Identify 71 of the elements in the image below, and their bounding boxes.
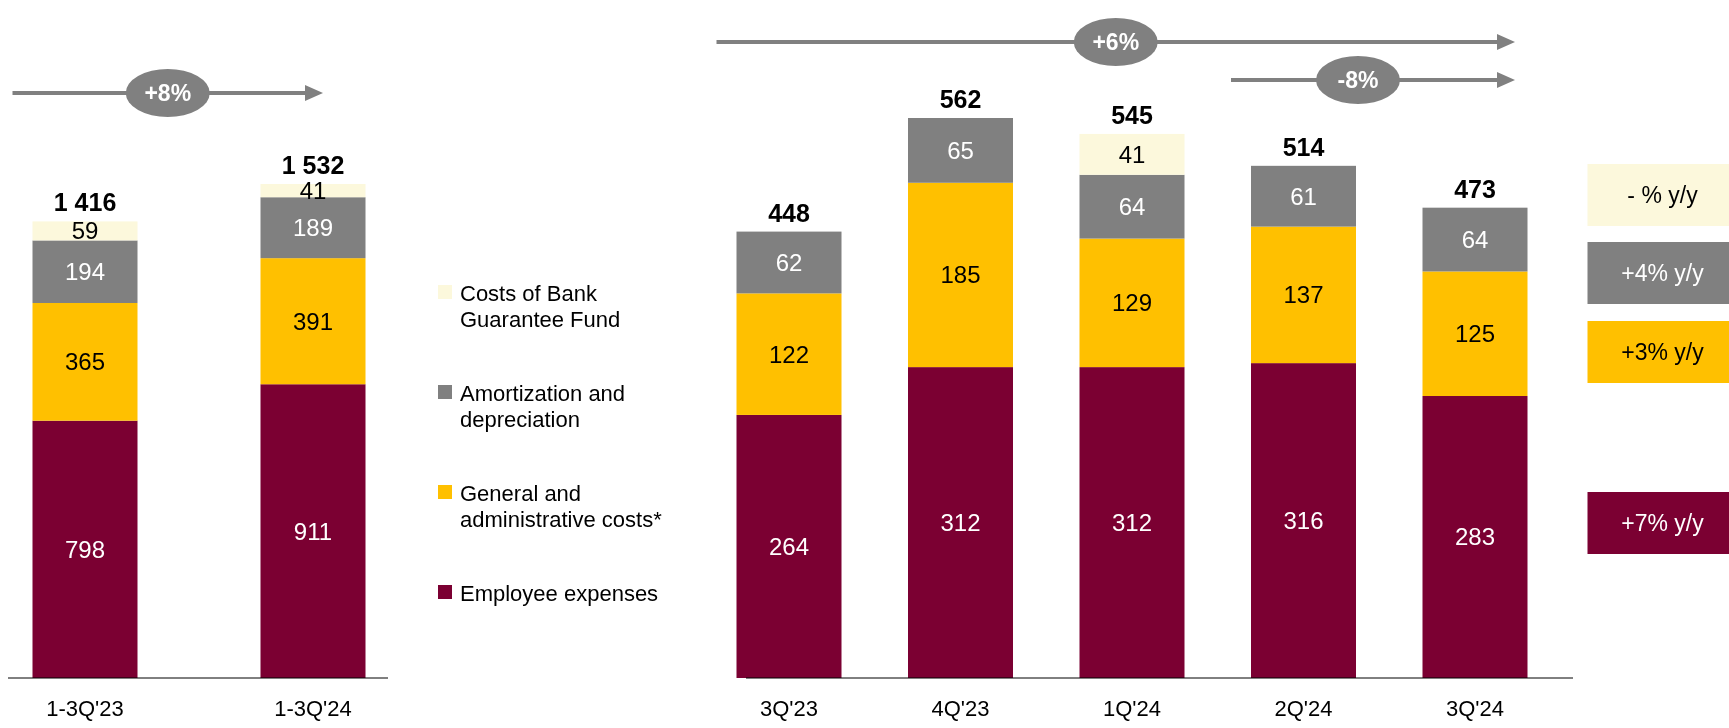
bar [1251, 363, 1356, 678]
data-label: 125 [1454, 320, 1496, 348]
bar [1422, 396, 1528, 678]
total-label: 562 [939, 85, 982, 113]
data-label: 61 [1290, 182, 1317, 210]
bar [1079, 367, 1185, 678]
x-tick-label: 3Q'23 [759, 696, 819, 721]
data-label: 62 [775, 248, 803, 276]
x-tick-label: 4Q'23 [931, 696, 990, 721]
bar [32, 420, 138, 678]
bar [1079, 238, 1185, 368]
text: +4% y/y [1621, 260, 1705, 287]
data-label: 283 [1454, 523, 1496, 551]
text: +3% y/y [1621, 339, 1705, 366]
data-label: 391 [292, 307, 334, 335]
bar [736, 293, 842, 415]
legend-label: General and administrative costs* [460, 480, 663, 533]
data-label: 312 [1111, 508, 1153, 536]
bar [908, 367, 1013, 678]
data-label: 185 [940, 261, 981, 289]
data-label: 798 [64, 535, 106, 563]
data-label: 64 [1118, 193, 1146, 221]
bar [908, 118, 1013, 183]
bar [1079, 174, 1185, 239]
data-label: 312 [940, 508, 981, 536]
data-label: 316 [1283, 506, 1324, 534]
text: +6% [1092, 29, 1140, 56]
total-label: 473 [1454, 174, 1496, 203]
x-tick-label: 1-3Q'23 [46, 696, 124, 721]
legend-label: Employee expenses [460, 580, 659, 606]
total-label: 448 [768, 198, 810, 227]
text: -8% [1337, 67, 1379, 94]
x-tick-label: 1-3Q'24 [274, 696, 352, 721]
bar [1251, 226, 1356, 364]
total-label: 545 [1111, 100, 1153, 129]
data-label: 65 [947, 136, 974, 164]
bar [1079, 133, 1185, 175]
bar [736, 414, 842, 678]
bar [260, 258, 366, 385]
data-label: 194 [64, 258, 106, 286]
data-label: 189 [292, 214, 334, 242]
bar [260, 384, 366, 678]
legend-label: Costs of Bank Guarantee Fund [460, 280, 621, 333]
data-label: 59 [71, 217, 99, 245]
legend-label: Amortization and depreciation [460, 380, 626, 433]
bar [1422, 271, 1528, 397]
text: +7% y/y [1621, 510, 1705, 537]
bar [260, 197, 366, 259]
data-label: 41 [299, 177, 327, 205]
data-label: 365 [64, 348, 106, 376]
total-label: 514 [1282, 132, 1325, 161]
data-label: 64 [1461, 225, 1489, 253]
data-label: 264 [768, 532, 810, 560]
text: - % y/y [1627, 182, 1699, 209]
x-tick-label: 3Q'24 [1445, 696, 1505, 721]
x-tick-label: 1Q'24 [1102, 696, 1162, 721]
bar [32, 240, 138, 303]
bar [1251, 165, 1356, 227]
data-label: 911 [293, 517, 333, 545]
text: +8% [144, 80, 192, 107]
total-label: 1 416 [53, 188, 117, 217]
data-label: 137 [1283, 281, 1324, 309]
x-tick-label: 2Q'24 [1274, 696, 1333, 721]
bar [736, 231, 842, 294]
data-label: 129 [1111, 289, 1153, 317]
data-label: 122 [768, 340, 810, 368]
bar [1422, 207, 1528, 272]
bar [32, 302, 138, 421]
total-label: 1 532 [281, 151, 345, 179]
data-label: 41 [1118, 140, 1146, 168]
bar [908, 182, 1013, 368]
